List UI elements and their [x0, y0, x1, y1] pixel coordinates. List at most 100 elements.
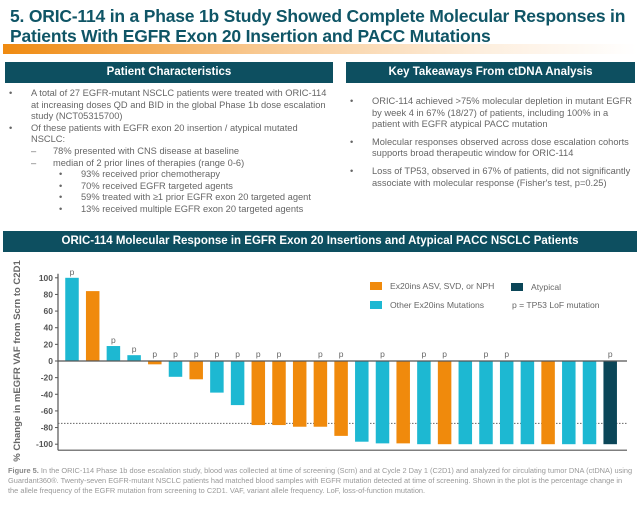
y-tick-label: -20	[41, 373, 54, 383]
y-tick-label: -60	[41, 406, 54, 416]
bar-patient-5	[148, 361, 162, 365]
tp53-marker: p	[484, 349, 489, 359]
bar-patient-4	[127, 355, 141, 361]
bar-patient-27	[603, 361, 617, 445]
legend-label: Other Ex20ins Mutations	[390, 300, 485, 310]
y-tick-label: 80	[44, 289, 54, 299]
takeaway-list-item: • Loss of TP53, observed in 67% of patien…	[350, 165, 634, 189]
y-tick-label: -40	[41, 389, 54, 399]
list-item-text: A total of 27 EGFR-mutant NSCLC patients…	[31, 88, 327, 122]
tp53-marker: p	[152, 349, 157, 359]
tp53-marker: p	[132, 344, 137, 354]
tp53-marker: p	[215, 349, 220, 359]
legend-swatch-cyan	[370, 301, 382, 309]
bar-patient-11	[272, 361, 286, 426]
list-item-text: Molecular responses observed across dose…	[372, 136, 629, 159]
y-tick-label: 40	[44, 323, 54, 333]
list-item-text: Of these patients with EGFR exon 20 inse…	[31, 122, 298, 145]
legend-tp53-note: p = TP53 LoF mutation	[512, 300, 600, 310]
legend-item-atypical: Atypical	[511, 282, 561, 292]
bullet: •	[59, 180, 63, 191]
patient-list-item: • Of these patients with EGFR exon 20 ins…	[9, 122, 333, 146]
bullet: •	[350, 165, 354, 176]
caption-text: In the ORIC-114 Phase 1b dose escalation…	[8, 466, 633, 496]
bar-patient-21	[479, 361, 493, 445]
y-tick-label: -80	[41, 423, 54, 433]
bar-patient-12	[292, 361, 307, 427]
tp53-marker: p	[422, 349, 427, 359]
bullet: •	[59, 203, 63, 214]
bar-patient-18	[417, 361, 431, 445]
list-item-text: 13% received multiple EGFR exon 20 targe…	[81, 203, 304, 214]
patient-list-item: – 78% presented with CNS disease at basel…	[31, 146, 333, 158]
list-item-text: 93% received prior chemotherapy	[81, 169, 221, 180]
tp53-marker: p	[339, 349, 344, 359]
bar-patient-10	[251, 361, 266, 426]
bullet: •	[9, 88, 13, 98]
patient-list-item: • 70% received EGFR targeted agents	[31, 181, 333, 193]
patient-list-item: • 59% treated with ≥1 prior EGFR exon 20 …	[31, 192, 333, 204]
tp53-marker: p	[70, 267, 75, 277]
tp53-marker: p	[256, 349, 261, 359]
list-item-text: ORIC-114 achieved >75% molecular depleti…	[372, 96, 633, 130]
bullet: •	[350, 136, 354, 147]
bar-patient-8	[210, 361, 224, 393]
legend-item-asv: Ex20ins ASV, SVD, or NPH	[370, 281, 494, 291]
key-takeaways-header: Key Takeaways From ctDNA Analysis	[346, 62, 635, 83]
bar-patient-15	[355, 361, 369, 442]
list-item-text: Loss of TP53, observed in 67% of patient…	[372, 165, 631, 188]
takeaway-list-item: • Molecular responses observed across dos…	[350, 136, 634, 160]
bar-patient-17	[396, 361, 410, 444]
tp53-marker: p	[194, 349, 199, 359]
legend-label: Ex20ins ASV, SVD, or NPH	[390, 281, 495, 291]
bar-patient-14	[334, 361, 348, 436]
bar-patient-13	[313, 361, 328, 427]
bullet: •	[9, 122, 13, 133]
key-takeaways-list: • ORIC-114 achieved >75% molecular deplet…	[350, 96, 634, 195]
legend-item-other: Other Ex20ins Mutations	[370, 300, 484, 310]
bar-patient-26	[582, 361, 597, 445]
bullet: •	[59, 192, 63, 203]
waterfall-chart: % Change in mEGFR VAF from Scrn to C2D1 1…	[12, 260, 627, 462]
bar-patient-1	[65, 277, 79, 361]
list-item-text: 70% received EGFR targeted agents	[81, 180, 233, 191]
bar-patient-22	[499, 361, 514, 445]
bar-patient-6	[168, 361, 183, 377]
bullet: •	[350, 96, 354, 106]
bar-patient-19	[437, 361, 452, 445]
y-tick-label: 60	[44, 306, 54, 316]
patient-list-item: • 93% received prior chemotherapy	[31, 169, 333, 181]
bullet: –	[31, 145, 37, 156]
bar-patient-3	[106, 346, 121, 361]
tp53-marker: p	[318, 349, 323, 359]
legend-swatch-dark	[511, 283, 523, 291]
bar-patient-16	[375, 361, 390, 444]
patient-list-item: • A total of 27 EGFR-mutant NSCLC patient…	[9, 88, 333, 123]
bar-patient-23	[520, 361, 535, 445]
tp53-marker: p	[173, 349, 178, 359]
bullet: –	[31, 157, 37, 168]
tp53-marker: p	[442, 349, 447, 359]
patient-list-item: – median of 2 prior lines of therapies (r…	[31, 158, 333, 170]
tp53-marker: p	[235, 349, 240, 359]
y-tick-label: 20	[44, 339, 54, 349]
bar-patient-9	[230, 361, 245, 406]
bar-patient-25	[562, 361, 576, 445]
patient-list-item: • 13% received multiple EGFR exon 20 targ…	[31, 204, 333, 216]
bar-patient-2	[85, 291, 100, 361]
y-tick-label: 0	[48, 356, 53, 366]
tp53-marker: p	[608, 349, 613, 359]
title-underline-gradient	[3, 44, 637, 54]
list-item-text: 59% treated with ≥1 prior EGFR exon 20 t…	[81, 192, 311, 203]
legend-swatch-orange	[370, 282, 382, 290]
tp53-marker: p	[277, 349, 282, 359]
page-title: 5. ORIC-114 in a Phase 1b Study Showed C…	[10, 6, 626, 46]
takeaway-list-item: • ORIC-114 achieved >75% molecular deplet…	[350, 96, 634, 131]
y-tick-label: 100	[39, 273, 53, 283]
tp53-marker: p	[380, 349, 385, 359]
bullet: •	[59, 169, 63, 180]
chart-title: ORIC-114 Molecular Response in EGFR Exon…	[3, 231, 637, 252]
bar-patient-24	[541, 361, 555, 445]
y-tick-label: -100	[36, 439, 53, 449]
tp53-marker: p	[504, 349, 509, 359]
